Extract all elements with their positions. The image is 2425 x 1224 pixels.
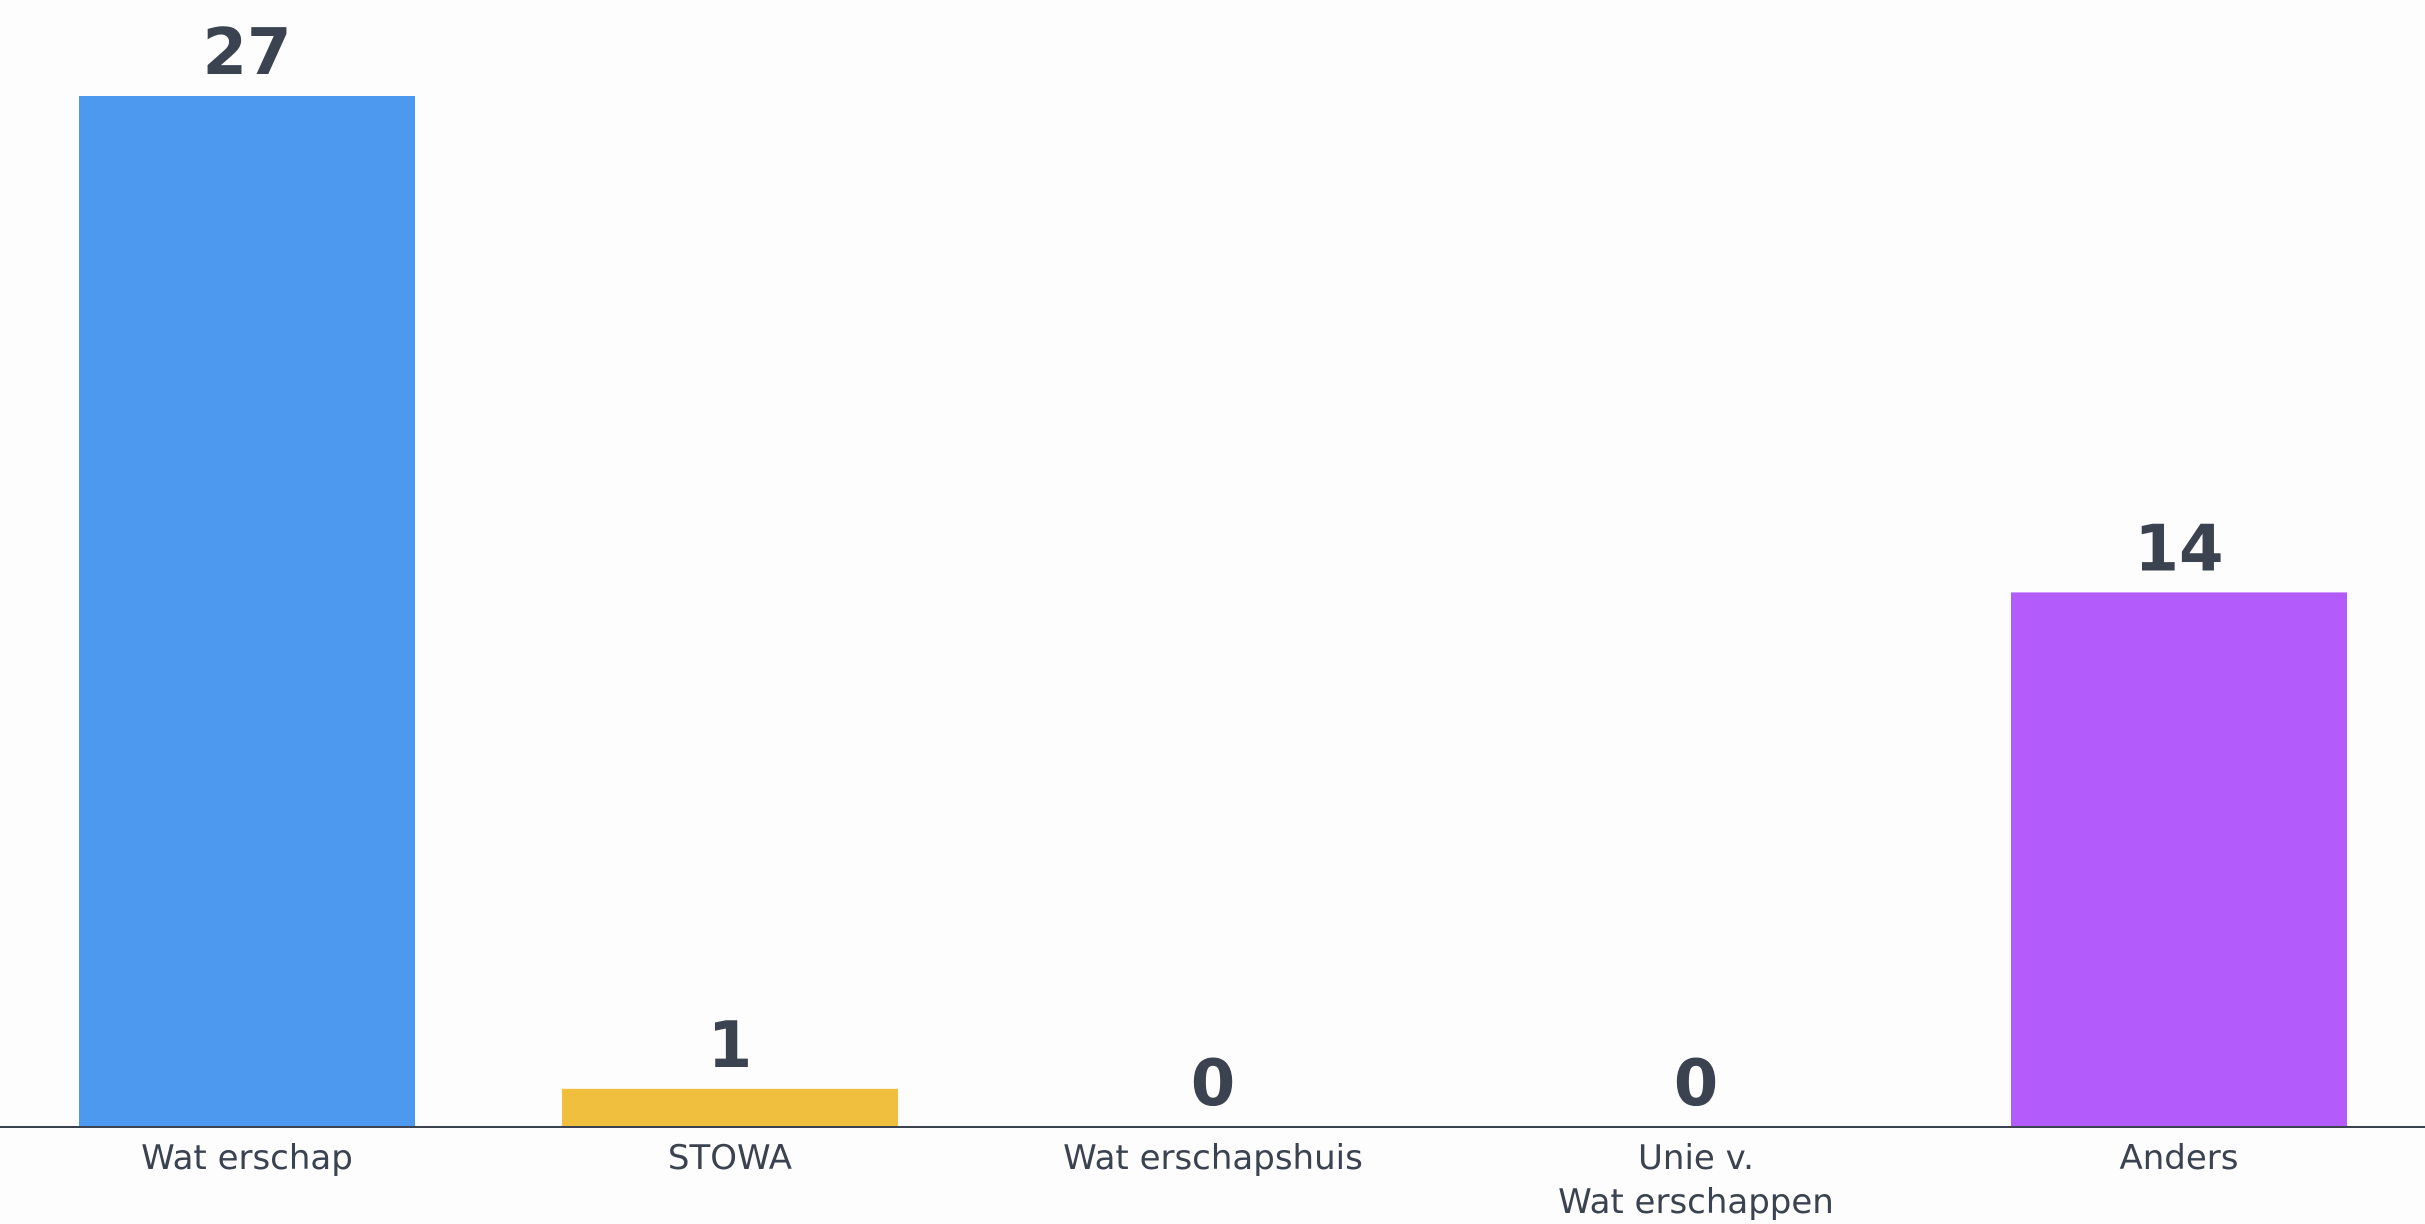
x-tick-label-line: Unie v. xyxy=(1638,1138,1754,1178)
x-tick-label: Anders xyxy=(2120,1138,2239,1178)
x-tick-label-line: Anders xyxy=(2120,1138,2239,1178)
x-tick-label: Unie v. Wat erschappen xyxy=(1558,1138,1834,1220)
bar-stowa xyxy=(562,1088,898,1127)
x-tick-label-line: Wat erschapshuis xyxy=(1063,1138,1363,1178)
bar-waterschap xyxy=(79,96,415,1127)
value-labels-layer: 27 1 0 0 14 xyxy=(202,16,2223,1121)
data-label: 14 xyxy=(2134,512,2223,586)
data-label: 0 xyxy=(1674,1047,1719,1121)
x-tick-label: Wat erschapshuis xyxy=(1063,1138,1363,1178)
x-tick-label-line: STOWA xyxy=(668,1138,792,1178)
x-tick-label: STOWA xyxy=(668,1138,792,1178)
data-label: 1 xyxy=(708,1009,753,1083)
x-tick-label-line: Wat erschap xyxy=(141,1138,353,1178)
x-tick-label-line: Wat erschappen xyxy=(1558,1182,1834,1220)
x-tick-label: Wat erschap xyxy=(141,1138,353,1178)
data-label: 27 xyxy=(202,16,291,90)
bar-anders xyxy=(2011,592,2347,1127)
data-label: 0 xyxy=(1191,1047,1236,1121)
bars-layer xyxy=(79,96,2347,1127)
category-labels-layer: Wat erschap STOWA Wat erschapshuis Unie v. W… xyxy=(141,1138,2239,1222)
